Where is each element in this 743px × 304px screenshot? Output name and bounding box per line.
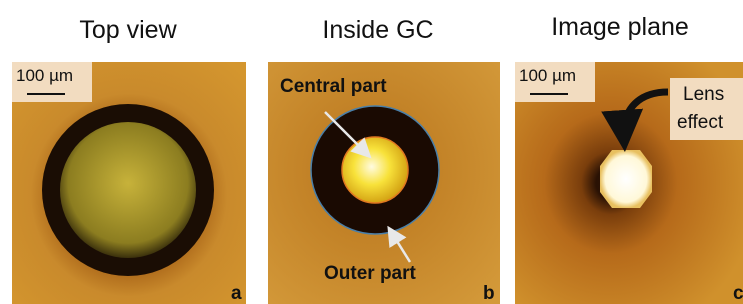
- panel-letter: c: [733, 283, 743, 304]
- panel-c: 100 µm Lens effect c: [515, 62, 743, 304]
- annotation: Lens: [683, 84, 724, 105]
- page: Top view Inside GC Image plane 100 µm a …: [0, 0, 743, 304]
- panel-title: Inside GC: [322, 16, 433, 44]
- figure: Top view Inside GC Image plane 100 µm a …: [0, 0, 743, 304]
- panel-title: Top view: [79, 16, 177, 44]
- annotation: effect: [677, 112, 724, 133]
- panel-title: Image plane: [551, 13, 689, 41]
- panel-letter: a: [231, 283, 242, 304]
- scale-bar-label: 100 µm: [16, 66, 73, 85]
- panel-a: 100 µm a: [12, 62, 246, 304]
- panel-b: Central part Outer part b: [268, 62, 500, 304]
- annotation: Outer part: [324, 263, 417, 284]
- panel-letter: b: [483, 283, 495, 304]
- annotation: Central part: [280, 76, 387, 97]
- scale-bar-label: 100 µm: [519, 66, 576, 85]
